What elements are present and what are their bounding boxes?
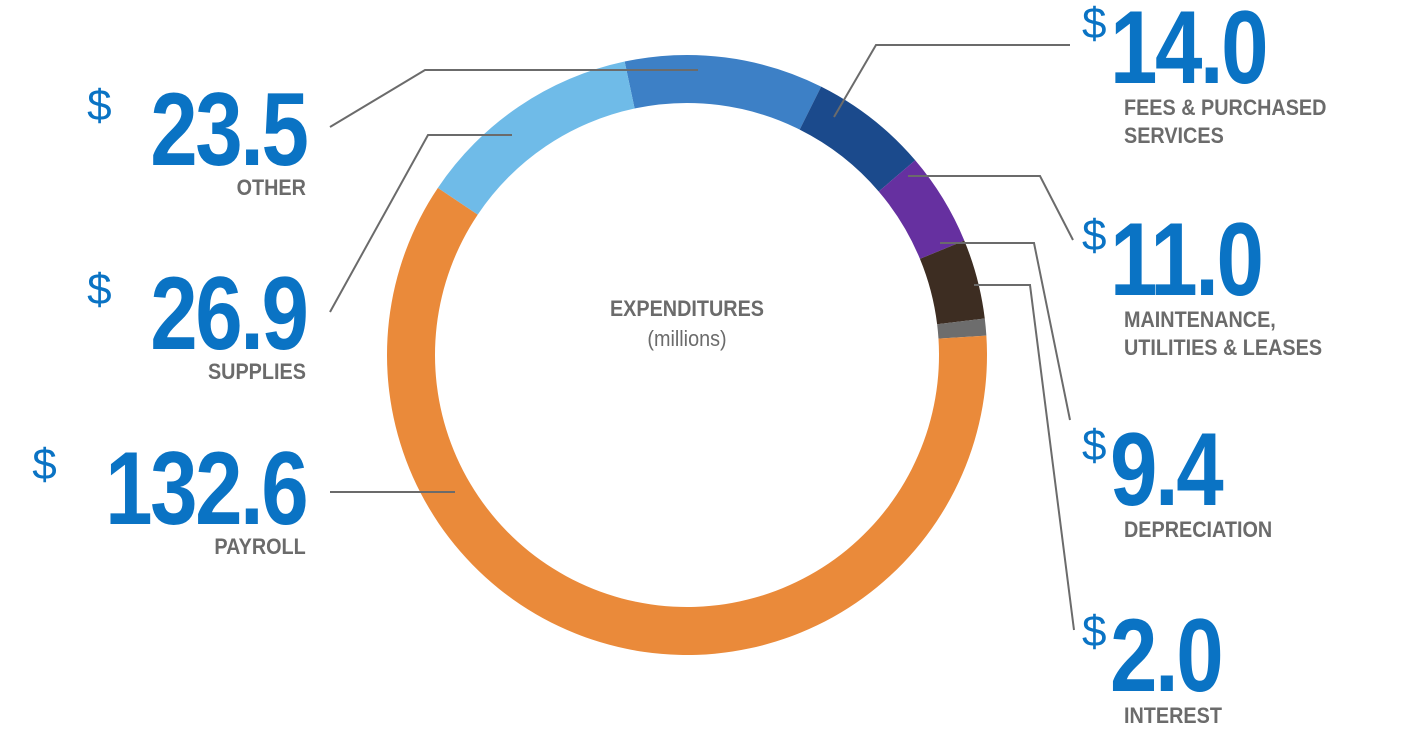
slice-supplies <box>437 61 635 215</box>
amount-supplies: $ 26.9 <box>87 256 309 372</box>
leader-line-depreciation <box>940 242 1071 421</box>
leader-line-supplies <box>329 134 512 313</box>
amount-payroll: $ 132.6 <box>32 431 309 547</box>
donut-slices <box>387 55 988 655</box>
amount-maintenance: $ 11.0 <box>1082 202 1264 318</box>
category-depreciation: DEPRECIATION <box>1124 517 1273 542</box>
label-maintenance: $ 11.0 MAINTENANCE, UTILITIES & LEASES <box>1082 208 1344 362</box>
label-other: $ 23.5 OTHER <box>87 72 309 202</box>
category-fees-line1: FEES & PURCHASED <box>1124 95 1327 120</box>
amount-value-other: 23.5 <box>149 72 309 188</box>
chart-subtitle: (millions) <box>647 326 727 351</box>
slice-maintenance-utilities-leases <box>878 160 965 259</box>
category-maintenance-line2: UTILITIES & LEASES <box>1124 335 1323 360</box>
leader-line-maintenance <box>908 175 1074 241</box>
category-fees-line2: SERVICES <box>1124 123 1224 148</box>
chart-center-title: EXPENDITURES (millions) <box>587 296 787 352</box>
label-depreciation: $ 9.4 DEPRECIATION <box>1082 418 1289 544</box>
amount-value-maintenance: 11.0 <box>1110 202 1264 318</box>
leader-line-fees <box>833 44 1070 118</box>
slice-interest <box>937 318 987 339</box>
amount-value-supplies: 26.9 <box>149 256 309 372</box>
amount-fees: $ 14.0 <box>1082 0 1349 100</box>
chart-title: EXPENDITURES <box>609 296 765 321</box>
category-payroll: PAYROLL <box>214 534 306 559</box>
amount-other: $ 23.5 <box>87 72 309 188</box>
label-interest: $ 2.0 INTEREST <box>1082 604 1246 730</box>
category-maintenance-line1: MAINTENANCE, <box>1124 307 1276 332</box>
category-other: OTHER <box>236 175 306 200</box>
leader-lines <box>329 44 1075 631</box>
amount-interest: $ 2.0 <box>1082 598 1224 714</box>
amount-value-payroll: 132.6 <box>104 431 309 547</box>
slice-depreciation <box>919 240 985 325</box>
category-supplies: SUPPLIES <box>208 359 306 384</box>
amount-value-interest: 2.0 <box>1110 598 1224 714</box>
slice-other <box>624 55 822 130</box>
leader-line-interest <box>974 284 1075 631</box>
label-fees: $ 14.0 FEES & PURCHASED SERVICES <box>1082 0 1349 150</box>
amount-value-fees: 14.0 <box>1110 0 1269 106</box>
leader-line-other <box>329 69 698 128</box>
category-interest: INTEREST <box>1124 703 1222 728</box>
slice-fees-purchased-services <box>799 86 916 192</box>
label-supplies: $ 26.9 SUPPLIES <box>87 256 309 386</box>
amount-value-depreciation: 9.4 <box>1110 412 1224 528</box>
label-payroll: $ 132.6 PAYROLL <box>32 431 309 561</box>
slice-payroll <box>387 187 988 655</box>
amount-depreciation: $ 9.4 <box>1082 412 1224 528</box>
